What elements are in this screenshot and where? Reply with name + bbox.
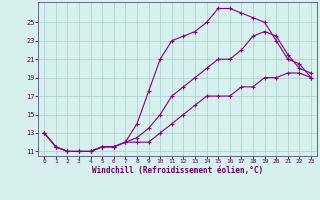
X-axis label: Windchill (Refroidissement éolien,°C): Windchill (Refroidissement éolien,°C) (92, 166, 263, 175)
